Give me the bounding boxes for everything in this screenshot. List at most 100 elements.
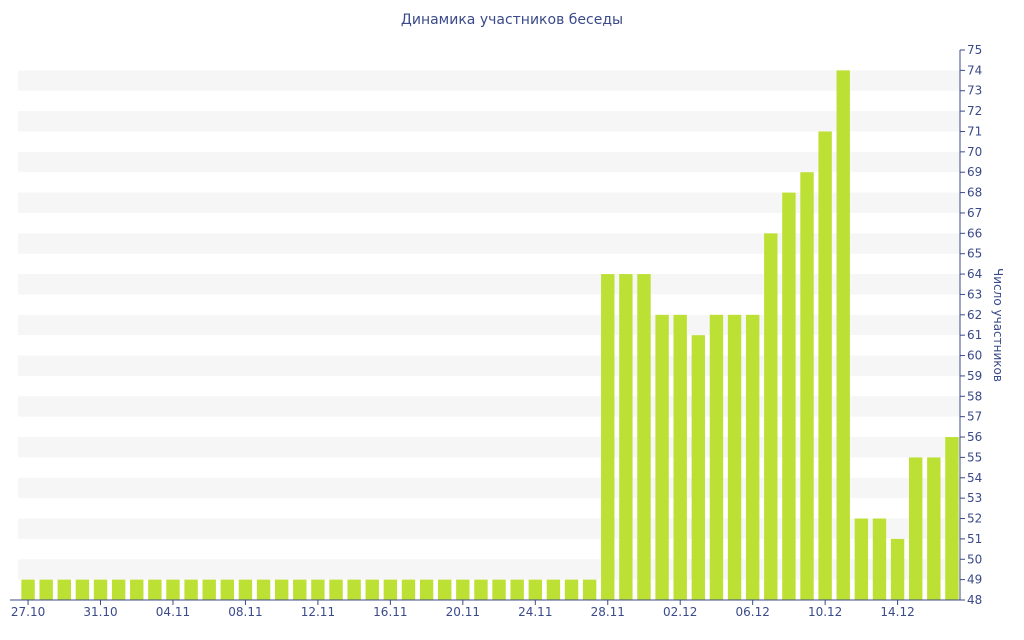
bar bbox=[365, 579, 379, 600]
bar bbox=[818, 131, 832, 600]
bar bbox=[782, 192, 796, 600]
y-tick-label: 49 bbox=[967, 573, 982, 587]
y-tick-label: 63 bbox=[967, 287, 982, 301]
y-tick-label: 52 bbox=[967, 512, 982, 526]
bar bbox=[492, 579, 506, 600]
bar bbox=[293, 579, 307, 600]
bar bbox=[311, 579, 325, 600]
grid-band bbox=[18, 314, 960, 336]
x-tick-label: 31.10 bbox=[83, 605, 117, 619]
bar bbox=[220, 579, 235, 600]
bar bbox=[474, 579, 488, 600]
grid-band bbox=[18, 477, 960, 499]
bar bbox=[564, 579, 579, 600]
grid-band bbox=[18, 274, 960, 295]
bar bbox=[601, 274, 615, 600]
x-tick-label: 20.11 bbox=[446, 605, 480, 619]
x-tick-label: 14.12 bbox=[880, 605, 914, 619]
bar bbox=[655, 314, 669, 600]
y-tick-label: 66 bbox=[967, 226, 982, 240]
y-tick-label: 50 bbox=[967, 552, 982, 566]
bar bbox=[148, 579, 162, 600]
bar bbox=[202, 579, 216, 600]
y-tick-label: 75 bbox=[967, 43, 982, 57]
y-tick-label: 72 bbox=[967, 104, 982, 118]
bar bbox=[800, 172, 814, 600]
grid-band bbox=[18, 355, 960, 376]
x-tick-label: 06.12 bbox=[735, 605, 769, 619]
y-tick-label: 61 bbox=[967, 328, 982, 342]
bar bbox=[347, 579, 361, 600]
x-tick-label: 10.12 bbox=[808, 605, 842, 619]
bar bbox=[274, 579, 289, 600]
bar bbox=[57, 579, 71, 600]
bar bbox=[111, 579, 126, 600]
bar bbox=[528, 579, 542, 600]
y-tick-label: 68 bbox=[967, 186, 982, 200]
grid-band bbox=[18, 559, 960, 580]
y-tick-label: 56 bbox=[967, 430, 982, 444]
bar bbox=[854, 518, 869, 600]
bar bbox=[673, 314, 687, 600]
y-tick-label: 53 bbox=[967, 491, 982, 505]
y-tick-label: 57 bbox=[967, 410, 982, 424]
x-tick-label: 04.11 bbox=[156, 605, 190, 619]
x-tick-label: 08.11 bbox=[228, 605, 262, 619]
y-tick-label: 60 bbox=[967, 349, 982, 363]
grid-band bbox=[18, 192, 960, 213]
y-tick-label: 65 bbox=[967, 247, 982, 261]
y-tick-label: 67 bbox=[967, 206, 982, 220]
grid-band bbox=[18, 233, 960, 254]
bar bbox=[93, 579, 108, 600]
bar bbox=[745, 314, 760, 600]
bar bbox=[909, 457, 923, 600]
y-tick-label: 69 bbox=[967, 165, 982, 179]
y-tick-label: 51 bbox=[967, 532, 982, 546]
bar bbox=[619, 274, 633, 600]
bar bbox=[637, 274, 651, 600]
y-tick-label: 55 bbox=[967, 450, 982, 464]
bar bbox=[927, 457, 941, 600]
bar bbox=[582, 579, 597, 600]
grid-band bbox=[18, 396, 960, 417]
y-tick-label: 54 bbox=[967, 471, 982, 485]
bar bbox=[709, 314, 724, 600]
y-axis-title: Число участников bbox=[991, 268, 1005, 382]
bar bbox=[510, 579, 524, 600]
bar bbox=[727, 314, 742, 600]
bar bbox=[383, 579, 398, 600]
y-tick-label: 62 bbox=[967, 308, 982, 322]
y-tick-label: 71 bbox=[967, 124, 982, 138]
bar bbox=[945, 437, 959, 600]
y-tick-label: 58 bbox=[967, 389, 982, 403]
bar bbox=[419, 579, 434, 600]
x-tick-label: 24.11 bbox=[518, 605, 552, 619]
x-tick-label: 16.11 bbox=[373, 605, 407, 619]
y-tick-label: 59 bbox=[967, 369, 982, 383]
bar bbox=[166, 579, 180, 600]
y-tick-label: 64 bbox=[967, 267, 982, 281]
bar bbox=[546, 579, 561, 600]
grid-band bbox=[18, 151, 960, 173]
grid-band bbox=[18, 70, 960, 91]
bar bbox=[691, 335, 706, 600]
bar bbox=[39, 579, 53, 600]
bar bbox=[401, 579, 416, 600]
bar bbox=[438, 579, 452, 600]
y-tick-label: 74 bbox=[967, 63, 982, 77]
bar bbox=[872, 518, 887, 600]
y-tick-label: 70 bbox=[967, 145, 982, 159]
bar bbox=[890, 538, 905, 600]
y-tick-label: 73 bbox=[967, 84, 982, 98]
bar bbox=[238, 579, 253, 600]
bar bbox=[329, 579, 343, 600]
bar bbox=[184, 579, 198, 600]
bar bbox=[75, 579, 90, 600]
x-tick-label: 02.12 bbox=[663, 605, 697, 619]
grid-band bbox=[18, 437, 960, 458]
bar bbox=[256, 579, 271, 600]
x-tick-label: 27.10 bbox=[11, 605, 45, 619]
grid-band bbox=[18, 111, 960, 132]
